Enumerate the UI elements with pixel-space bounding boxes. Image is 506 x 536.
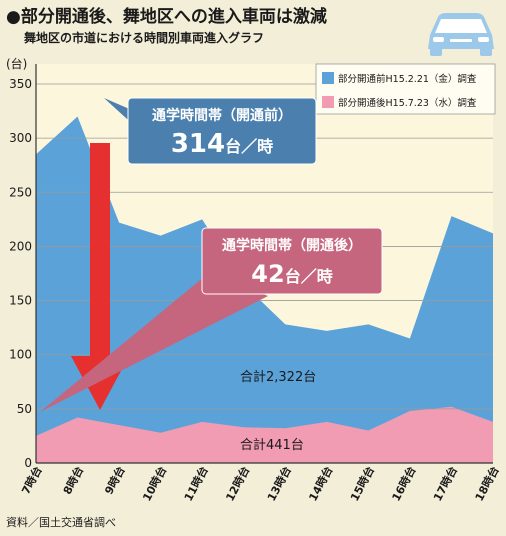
y-tick-label: 200 bbox=[9, 239, 32, 253]
callout-before-value: 314台／時 bbox=[171, 129, 273, 159]
car-wheel-right bbox=[480, 47, 492, 56]
chart-subtitle: 舞地区の市道における時間別車両進入グラフ bbox=[24, 31, 265, 45]
callout-after-value: 42台／時 bbox=[251, 260, 332, 288]
x-tick-label: 11時台 bbox=[181, 464, 211, 504]
y-tick-label: 100 bbox=[9, 348, 32, 362]
legend-swatch bbox=[322, 96, 334, 108]
car-grille bbox=[450, 39, 472, 42]
x-tick-label: 17時台 bbox=[430, 464, 460, 504]
callout-after-pointer bbox=[40, 272, 268, 412]
y-tick-label: 50 bbox=[17, 402, 32, 416]
y-tick-label: 300 bbox=[9, 131, 32, 145]
car-headlight-right bbox=[478, 37, 489, 42]
x-tick-label: 13時台 bbox=[264, 464, 294, 504]
callout-before-box bbox=[127, 97, 317, 165]
legend-box bbox=[315, 63, 496, 115]
y-tick-label: 250 bbox=[9, 185, 32, 199]
legend-swatch bbox=[322, 72, 334, 84]
x-tick-label: 15時台 bbox=[347, 464, 377, 504]
legend-label: 部分開通後H15.7.23（水）調査 bbox=[338, 97, 477, 109]
total-before-label: 合計2,322台 bbox=[240, 369, 316, 385]
callout-after-title: 通学時間帯（開通後） bbox=[222, 237, 362, 254]
x-tick-label: 10時台 bbox=[139, 464, 169, 504]
series-before-area bbox=[36, 116, 493, 463]
x-tick-label: 7時台 bbox=[18, 464, 44, 497]
legend-label: 部分開通前H15.2.21（金）調査 bbox=[338, 73, 477, 85]
down-arrow-icon bbox=[71, 143, 129, 410]
y-tick-label: 150 bbox=[9, 294, 32, 308]
x-tick-label: 9時台 bbox=[101, 464, 127, 497]
series-after-area bbox=[36, 406, 493, 463]
x-tick-label: 18時台 bbox=[472, 464, 502, 504]
car-icon bbox=[428, 13, 494, 56]
page-title: ●部分開通後、舞地区への進入車両は激減 bbox=[6, 7, 327, 27]
x-tick-label: 8時台 bbox=[60, 464, 86, 497]
y-axis-unit: (台) bbox=[6, 56, 27, 71]
y-tick-label: 350 bbox=[9, 77, 32, 91]
x-tick-label: 16時台 bbox=[389, 464, 419, 504]
total-after-label: 合計441台 bbox=[240, 437, 304, 453]
car-headlight-left bbox=[433, 37, 444, 42]
car-wheel-left bbox=[430, 47, 442, 56]
x-tick-label: 14時台 bbox=[306, 464, 336, 504]
source-note: 資料／国土交通省調べ bbox=[6, 516, 116, 529]
car-windshield bbox=[435, 19, 487, 33]
callout-before-title: 通学時間帯（開通前） bbox=[152, 107, 292, 124]
y-tick-label: 0 bbox=[24, 456, 32, 470]
x-tick-label: 12時台 bbox=[222, 464, 252, 504]
callout-after-box bbox=[201, 227, 383, 295]
